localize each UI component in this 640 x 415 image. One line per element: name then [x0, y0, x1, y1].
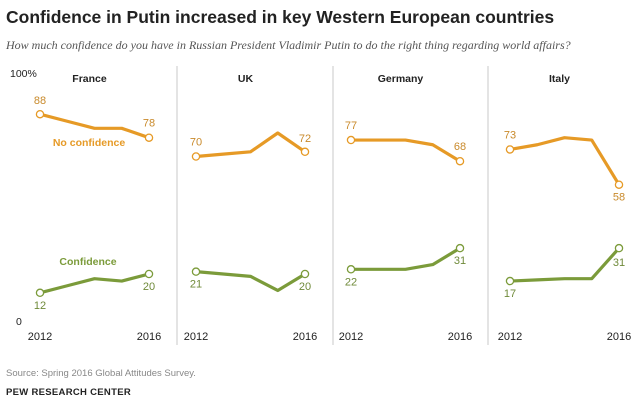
data-label: 72	[299, 133, 311, 145]
series-line-no-confidence	[349, 138, 462, 163]
data-label: 22	[345, 276, 357, 288]
y-tick-label-zero: 0	[16, 316, 22, 328]
series-line-confidence	[349, 246, 462, 271]
panel-title: France	[72, 73, 107, 85]
data-label: 73	[504, 129, 516, 141]
endpoint-marker	[455, 243, 465, 253]
endpoint-marker	[300, 147, 310, 157]
pew-logo-text: PEW RESEARCH CENTER	[6, 387, 131, 398]
series-line-confidence	[508, 246, 621, 283]
x-tick-label: 2016	[293, 331, 317, 343]
x-tick-label: 2012	[498, 331, 522, 343]
x-tick-label: 2012	[28, 331, 52, 343]
series-label-no-confidence: No confidence	[53, 137, 126, 149]
chart-subtitle: How much confidence do you have in Russi…	[6, 38, 571, 52]
series-line-no-confidence	[194, 131, 307, 159]
endpoint-marker	[191, 267, 201, 276]
series-line-no-confidence	[508, 136, 621, 187]
data-label: 31	[454, 255, 466, 267]
panel-title: UK	[238, 73, 254, 85]
data-label: 77	[345, 120, 357, 132]
endpoint-marker	[455, 156, 465, 166]
data-label: 17	[504, 288, 516, 300]
x-tick-label: 2012	[339, 331, 363, 343]
data-label: 12	[34, 300, 46, 312]
series-line-no-confidence	[38, 112, 151, 140]
data-label: 88	[34, 95, 46, 107]
panel-title: Germany	[378, 73, 424, 85]
x-tick-label: 2012	[184, 331, 208, 343]
data-label: 68	[454, 141, 466, 153]
data-label: 31	[613, 257, 625, 269]
endpoint-marker	[346, 265, 356, 274]
series-line-confidence	[194, 270, 307, 293]
data-label: 70	[190, 137, 202, 149]
endpoint-marker	[614, 243, 624, 253]
data-label: 78	[143, 118, 155, 130]
source-note: Source: Spring 2016 Global Attitudes Sur…	[6, 368, 196, 379]
data-label: 20	[143, 281, 155, 293]
data-label: 58	[613, 192, 625, 204]
y-tick-label-top: 100%	[10, 68, 37, 80]
endpoint-marker	[505, 276, 515, 286]
endpoint-marker	[35, 288, 45, 298]
endpoint-marker	[144, 133, 154, 142]
x-tick-label: 2016	[448, 331, 472, 343]
series-label-confidence: Confidence	[59, 256, 116, 268]
data-label: 21	[190, 279, 202, 291]
endpoint-marker	[191, 152, 201, 161]
endpoint-marker	[300, 269, 310, 279]
endpoint-marker	[614, 180, 624, 189]
endpoint-marker	[35, 109, 45, 119]
endpoint-marker	[505, 145, 515, 154]
endpoint-marker	[346, 135, 356, 145]
endpoint-marker	[144, 269, 154, 279]
x-tick-label: 2016	[137, 331, 161, 343]
x-tick-label: 2016	[607, 331, 631, 343]
panel-title: Italy	[549, 73, 570, 85]
data-label: 20	[299, 281, 311, 293]
chart-title: Confidence in Putin increased in key Wes…	[6, 7, 555, 27]
series-line-confidence	[38, 272, 151, 295]
